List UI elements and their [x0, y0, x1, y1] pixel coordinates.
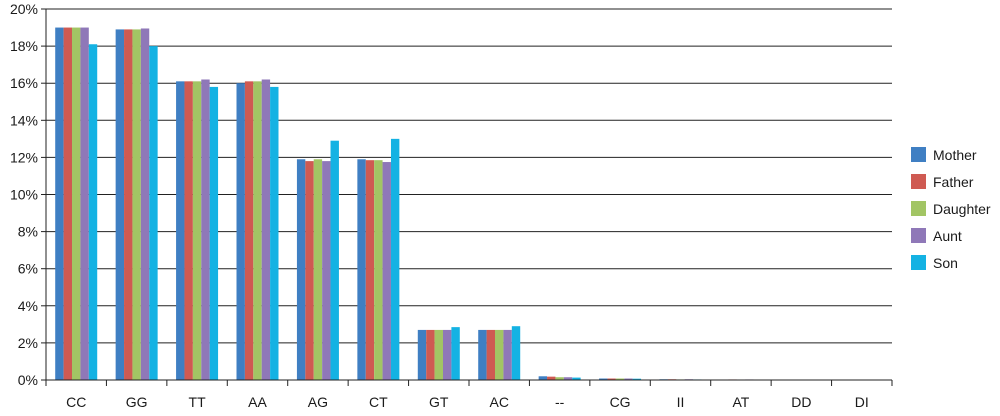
bar [322, 161, 330, 380]
legend-label: Aunt [933, 228, 962, 244]
y-tick-label: 18% [10, 38, 38, 54]
legend-swatch [911, 174, 926, 189]
bar [305, 161, 313, 380]
x-tick-label: GG [126, 394, 148, 410]
x-tick-label: DD [791, 394, 811, 410]
y-tick-label: 12% [10, 149, 38, 165]
legend-swatch [911, 147, 926, 162]
x-tick-label: CC [66, 394, 86, 410]
bar [487, 330, 495, 380]
legend-label: Son [933, 255, 958, 271]
bar [451, 327, 459, 380]
bar [253, 81, 261, 380]
x-tick-label: AA [248, 394, 267, 410]
bar [297, 159, 305, 380]
y-tick-label: 4% [18, 298, 38, 314]
bar [193, 81, 201, 380]
bar [80, 28, 88, 380]
y-tick-label: 0% [18, 372, 38, 388]
legend: Mother Father Daughter Aunt Son [911, 147, 991, 271]
bar [503, 330, 511, 380]
x-tick-label: II [677, 394, 685, 410]
y-tick-label: 14% [10, 112, 38, 128]
x-tick-label: AG [308, 394, 328, 410]
bar [512, 326, 520, 380]
x-tick-label: CT [369, 394, 388, 410]
bar [210, 87, 218, 380]
bar [426, 330, 434, 380]
bar [124, 29, 132, 380]
bar [539, 376, 547, 380]
bar [383, 162, 391, 380]
y-tick-label: 16% [10, 75, 38, 91]
x-tick-label: CG [610, 394, 631, 410]
x-tick-label: -- [555, 394, 565, 410]
bar [391, 139, 399, 380]
x-tick-label: AC [489, 394, 508, 410]
bar [55, 28, 63, 380]
legend-swatch [911, 255, 926, 270]
bar [374, 160, 382, 380]
bar [418, 330, 426, 380]
bar [245, 81, 253, 380]
legend-swatch [911, 201, 926, 216]
bar [141, 28, 149, 380]
bar [116, 29, 124, 380]
legend-label: Daughter [933, 201, 991, 217]
bar [547, 377, 555, 380]
x-axis: CC GG TT AA AG CT GT AC -- CG II AT DD DI [46, 380, 892, 410]
bar [366, 160, 374, 380]
x-tick-label: GT [429, 394, 449, 410]
bar [270, 87, 278, 380]
x-tick-label: AT [732, 394, 749, 410]
bar [357, 159, 365, 380]
y-tick-label: 10% [10, 187, 38, 203]
legend-label: Mother [933, 147, 977, 163]
bar [184, 81, 192, 380]
y-tick-label: 6% [18, 261, 38, 277]
y-tick-label: 20% [10, 1, 38, 17]
legend-label: Father [933, 174, 974, 190]
bar [149, 46, 157, 380]
bars [55, 28, 883, 380]
bar [331, 141, 339, 380]
bar [478, 330, 486, 380]
bar [132, 29, 140, 380]
bar [72, 28, 80, 380]
bar [201, 79, 209, 380]
grid-lines [46, 9, 892, 343]
y-tick-label: 8% [18, 224, 38, 240]
bar [64, 28, 72, 380]
y-tick-label: 2% [18, 335, 38, 351]
x-tick-label: DI [855, 394, 869, 410]
bar [435, 330, 443, 380]
y-axis: 0% 2% 4% 6% 8% 10% 12% 14% 16% 18% 20% [10, 1, 46, 388]
legend-swatch [911, 228, 926, 243]
bar [314, 159, 322, 380]
bar [237, 83, 245, 380]
bar [89, 44, 97, 380]
bar [262, 79, 270, 380]
bar [495, 330, 503, 380]
bar [176, 81, 184, 380]
x-tick-label: TT [189, 394, 207, 410]
bar [443, 330, 451, 380]
